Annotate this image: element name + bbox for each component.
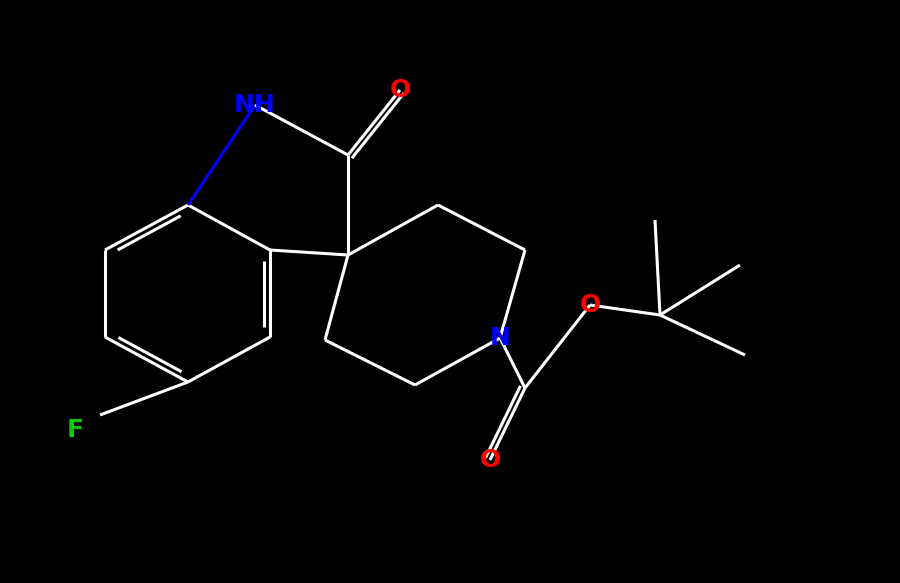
Text: NH: NH xyxy=(234,93,276,117)
Text: F: F xyxy=(67,418,84,442)
Text: O: O xyxy=(580,293,600,317)
Text: O: O xyxy=(480,448,500,472)
Text: O: O xyxy=(390,78,410,102)
Text: N: N xyxy=(490,326,510,350)
